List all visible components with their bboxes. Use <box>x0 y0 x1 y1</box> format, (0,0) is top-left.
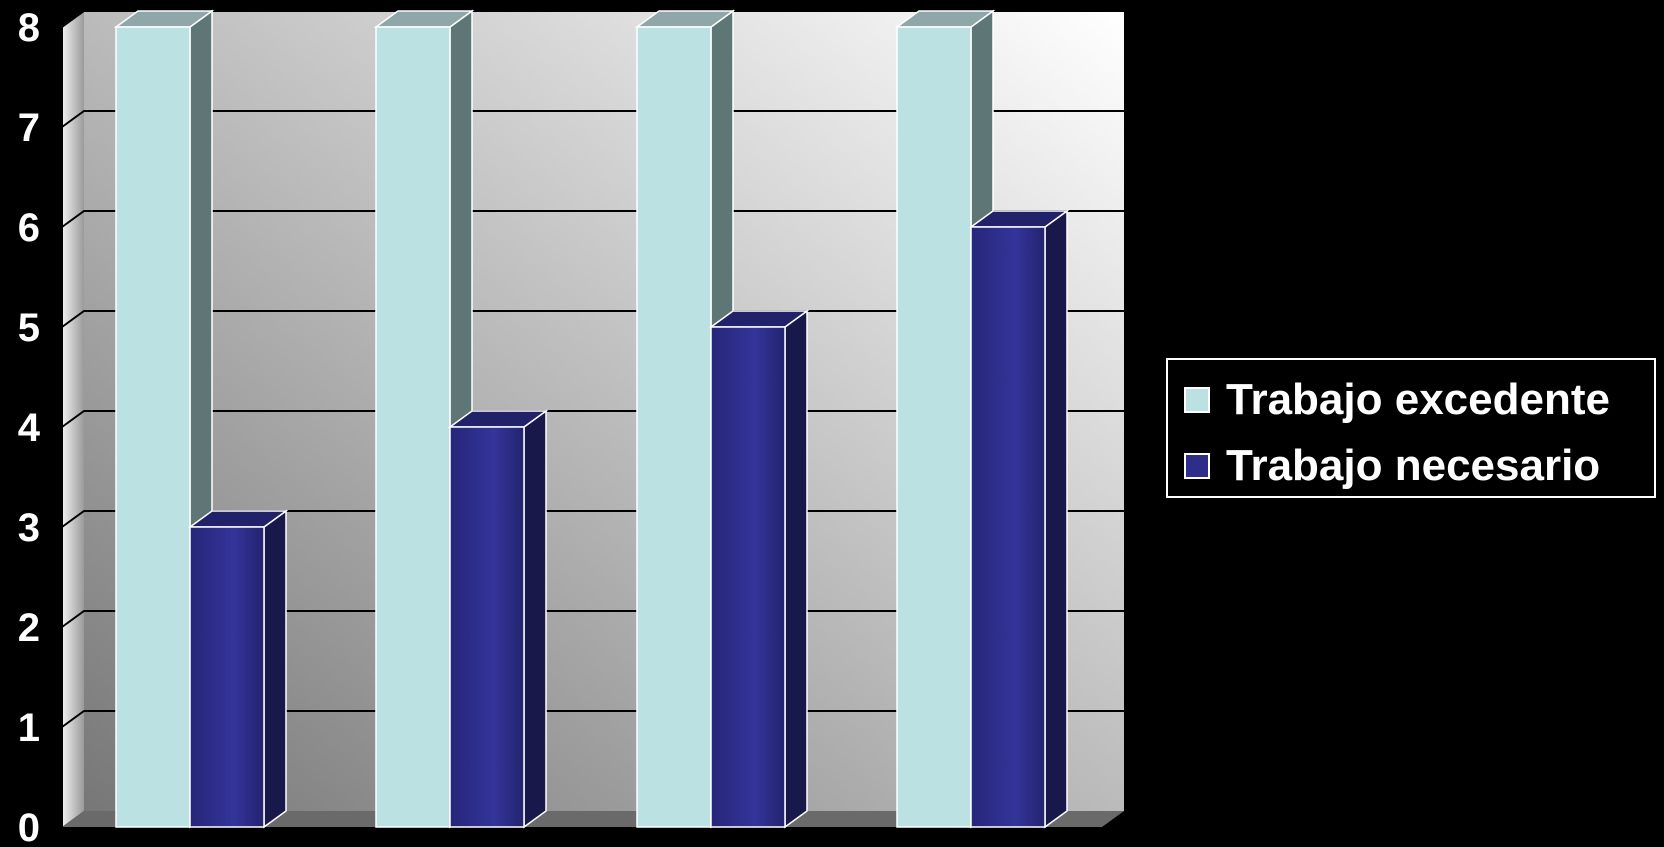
bar-front <box>375 26 451 828</box>
bar-front <box>970 226 1046 828</box>
bar-front <box>115 26 191 828</box>
gridline <box>61 110 1124 128</box>
bar-front <box>710 326 786 828</box>
legend-swatch-trabajo-necesario <box>1184 453 1210 479</box>
bars <box>113 9 1070 829</box>
legend-item-trabajo-necesario: Trabajo necesario <box>1184 444 1600 488</box>
bar <box>447 409 549 829</box>
y-tick-label: 3 <box>18 506 40 550</box>
legend-label: Trabajo necesario <box>1226 441 1601 490</box>
bar-chart: 0 1 2 3 4 5 6 7 8 <box>18 6 1124 847</box>
bar <box>708 309 810 829</box>
bar-side <box>523 409 547 829</box>
floor <box>62 811 1124 827</box>
bar-side <box>263 509 287 829</box>
legend-label: Trabajo excedente <box>1226 375 1610 424</box>
bar <box>113 9 215 829</box>
bar-front <box>189 526 265 828</box>
bar-side <box>784 309 808 829</box>
legend-item-trabajo-excedente: Trabajo excedente <box>1184 378 1610 422</box>
bar <box>187 509 289 829</box>
y-tick-label: 4 <box>18 406 41 450</box>
y-tick-label: 8 <box>18 6 40 50</box>
bar-front <box>636 26 712 828</box>
bar-front <box>449 426 525 828</box>
bar <box>373 9 475 829</box>
gridline <box>61 10 1124 28</box>
y-tick-label: 5 <box>18 306 40 350</box>
legend-swatch-trabajo-excedente <box>1184 387 1210 413</box>
y-tick-label: 6 <box>18 206 40 250</box>
bar <box>968 209 1070 829</box>
bar-side <box>1044 209 1068 829</box>
y-tick-label: 7 <box>18 106 40 150</box>
gridline <box>61 210 1124 228</box>
y-tick-label: 0 <box>18 806 40 847</box>
bar-front <box>896 26 972 828</box>
y-tick-label: 2 <box>18 606 40 650</box>
legend: Trabajo excedente Trabajo necesario <box>1166 358 1656 498</box>
y-axis: 0 1 2 3 4 5 6 7 8 <box>18 6 63 847</box>
y-tick-label: 1 <box>18 706 40 750</box>
